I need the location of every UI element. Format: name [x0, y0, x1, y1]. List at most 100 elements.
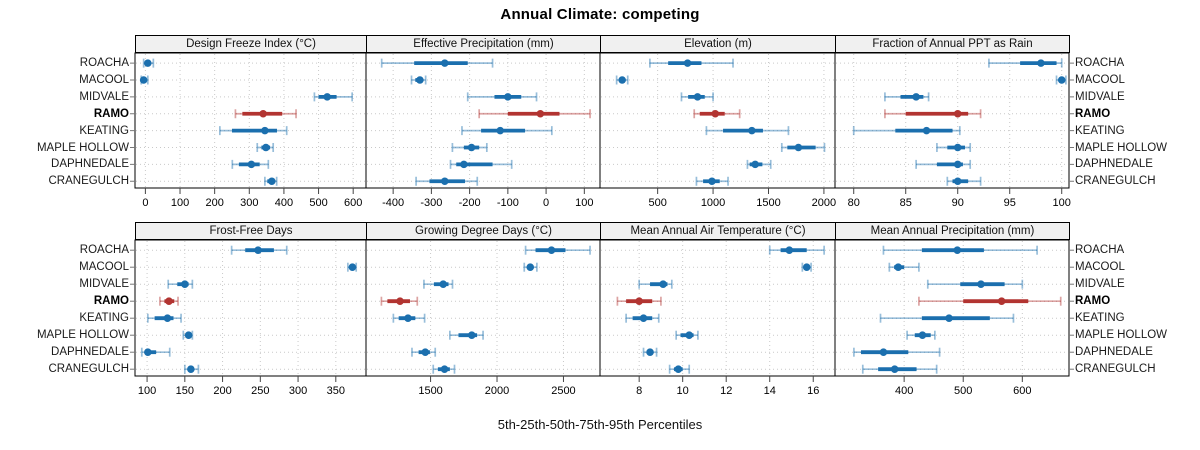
interval-ramo — [616, 296, 662, 306]
svg-text:200: 200 — [213, 385, 231, 397]
station-label-right-midvale-row1: MIDVALE — [1075, 90, 1125, 103]
station-label-right-keating-row1: KEATING — [1075, 124, 1125, 137]
interval-ramo — [380, 296, 419, 306]
panel-plot-mean-annual-precipitation-mm: 400 500 600 — [834, 239, 1074, 397]
x-axis-caption: 5th-25th-50th-75th-95th Percentiles — [497, 417, 703, 432]
svg-text:-400: -400 — [382, 197, 404, 209]
interval-midvale — [680, 92, 714, 102]
svg-text:300: 300 — [240, 197, 258, 209]
svg-text:14: 14 — [764, 385, 776, 397]
svg-text:2000: 2000 — [812, 197, 836, 209]
station-label-right-macool-row1: MACOOL — [1075, 74, 1125, 86]
interval-cranegulch — [861, 364, 938, 374]
station-label-right-roacha-row1: ROACHA — [1075, 57, 1125, 70]
interval-macool — [1055, 75, 1067, 85]
interval-ramo — [918, 296, 1062, 306]
interval-maple-hollow — [780, 143, 826, 152]
svg-text:8: 8 — [636, 385, 642, 397]
interval-maple-hollow — [182, 330, 194, 340]
panel-strip-design-freeze-index-c: Design Freeze Index (°C) — [135, 35, 367, 53]
interval-midvale — [313, 92, 353, 102]
svg-text:80: 80 — [848, 197, 860, 209]
interval-maple-hollow — [256, 143, 275, 152]
station-label-right-keating-row2: KEATING — [1075, 312, 1125, 325]
interval-keating — [219, 126, 288, 136]
svg-text:-100: -100 — [497, 197, 519, 209]
panel-strip-effective-precipitation-mm: Effective Precipitation (mm) — [366, 35, 601, 53]
svg-text:600: 600 — [344, 197, 362, 209]
interval-cranegulch — [695, 176, 729, 186]
station-label-right-maple-hollow-row1: MAPLE HOLLOW — [1075, 141, 1168, 154]
panel-strip-growing-degree-days-c: Growing Degree Days (°C) — [366, 222, 601, 240]
interval-cranegulch — [415, 176, 479, 186]
interval-roacha — [524, 245, 591, 255]
svg-text:95: 95 — [1004, 197, 1016, 209]
interval-daphnedale — [915, 159, 972, 169]
svg-text:500: 500 — [648, 197, 666, 209]
station-label-right-ramo-row1: RAMO — [1075, 107, 1111, 120]
interval-keating — [625, 313, 660, 323]
interval-macool — [615, 75, 629, 85]
station-label-left-daphnedale-row2: DAPHNEDALE — [51, 346, 129, 359]
interval-macool — [523, 262, 538, 272]
station-label-right-macool-row2: MACOOL — [1075, 261, 1125, 274]
interval-cranegulch — [183, 364, 200, 374]
interval-midvale — [638, 279, 673, 289]
svg-text:1000: 1000 — [701, 197, 725, 209]
interval-keating — [392, 313, 426, 323]
svg-text:100: 100 — [138, 385, 156, 397]
interval-ramo — [234, 109, 297, 119]
interval-keating — [705, 126, 790, 136]
interval-keating — [146, 313, 182, 323]
interval-midvale — [884, 92, 930, 102]
svg-text:2000: 2000 — [485, 385, 509, 397]
panel-plot-design-freeze-index-c: 0 100 200 300 400 500 600 — [130, 52, 367, 209]
station-label-right-cranegulch-row1: CRANEGULCH — [1075, 175, 1156, 188]
interval-maple-hollow — [936, 143, 972, 152]
interval-midvale — [926, 279, 1024, 289]
interval-maple-hollow — [675, 330, 699, 340]
station-label-right-maple-hollow-row2: MAPLE HOLLOW — [1075, 329, 1168, 342]
interval-maple-hollow — [448, 330, 484, 340]
panel-plot-fraction-of-annual-ppt-as-rain: 80 85 90 95 100 — [834, 52, 1074, 209]
interval-cranegulch — [668, 364, 691, 374]
svg-text:100: 100 — [171, 197, 189, 209]
svg-text:200: 200 — [205, 197, 223, 209]
svg-text:1500: 1500 — [418, 385, 442, 397]
interval-maple-hollow — [906, 330, 936, 340]
svg-text:400: 400 — [895, 385, 913, 397]
interval-maple-hollow — [451, 143, 488, 152]
station-label-left-ramo-row2: RAMO — [93, 295, 129, 308]
svg-text:2500: 2500 — [551, 385, 575, 397]
svg-text:90: 90 — [952, 197, 964, 209]
svg-text:16: 16 — [807, 385, 819, 397]
svg-text:100: 100 — [575, 197, 593, 209]
interval-macool — [410, 75, 427, 85]
interval-macool — [888, 262, 920, 272]
interval-cranegulch — [946, 176, 982, 186]
station-label-left-roacha-row1: ROACHA — [79, 57, 129, 70]
station-label-right-roacha-row2: ROACHA — [1075, 244, 1125, 257]
station-label-left-keating-row2: KEATING — [79, 312, 129, 325]
interval-macool — [347, 262, 358, 272]
interval-roacha — [649, 58, 734, 68]
svg-text:600: 600 — [1013, 385, 1031, 397]
station-label-left-midvale-row1: MIDVALE — [79, 90, 129, 103]
station-label-left-keating-row1: KEATING — [79, 124, 129, 137]
svg-text:500: 500 — [954, 385, 972, 397]
interval-roacha — [142, 58, 155, 68]
interval-roacha — [988, 58, 1063, 68]
interval-ramo — [884, 109, 982, 119]
station-label-right-cranegulch-row2: CRANEGULCH — [1075, 363, 1156, 376]
svg-text:250: 250 — [251, 385, 269, 397]
station-label-right-daphnedale-row2: DAPHNEDALE — [1075, 346, 1153, 359]
station-label-left-roacha-row2: ROACHA — [79, 244, 129, 257]
panel-plot-growing-degree-days-c: 1500 2000 2500 — [365, 239, 601, 397]
svg-text:350: 350 — [327, 385, 345, 397]
interval-daphnedale — [746, 159, 772, 169]
interval-daphnedale — [642, 347, 658, 357]
interval-midvale — [466, 92, 538, 102]
svg-text:500: 500 — [309, 197, 327, 209]
interval-keating — [852, 126, 961, 136]
